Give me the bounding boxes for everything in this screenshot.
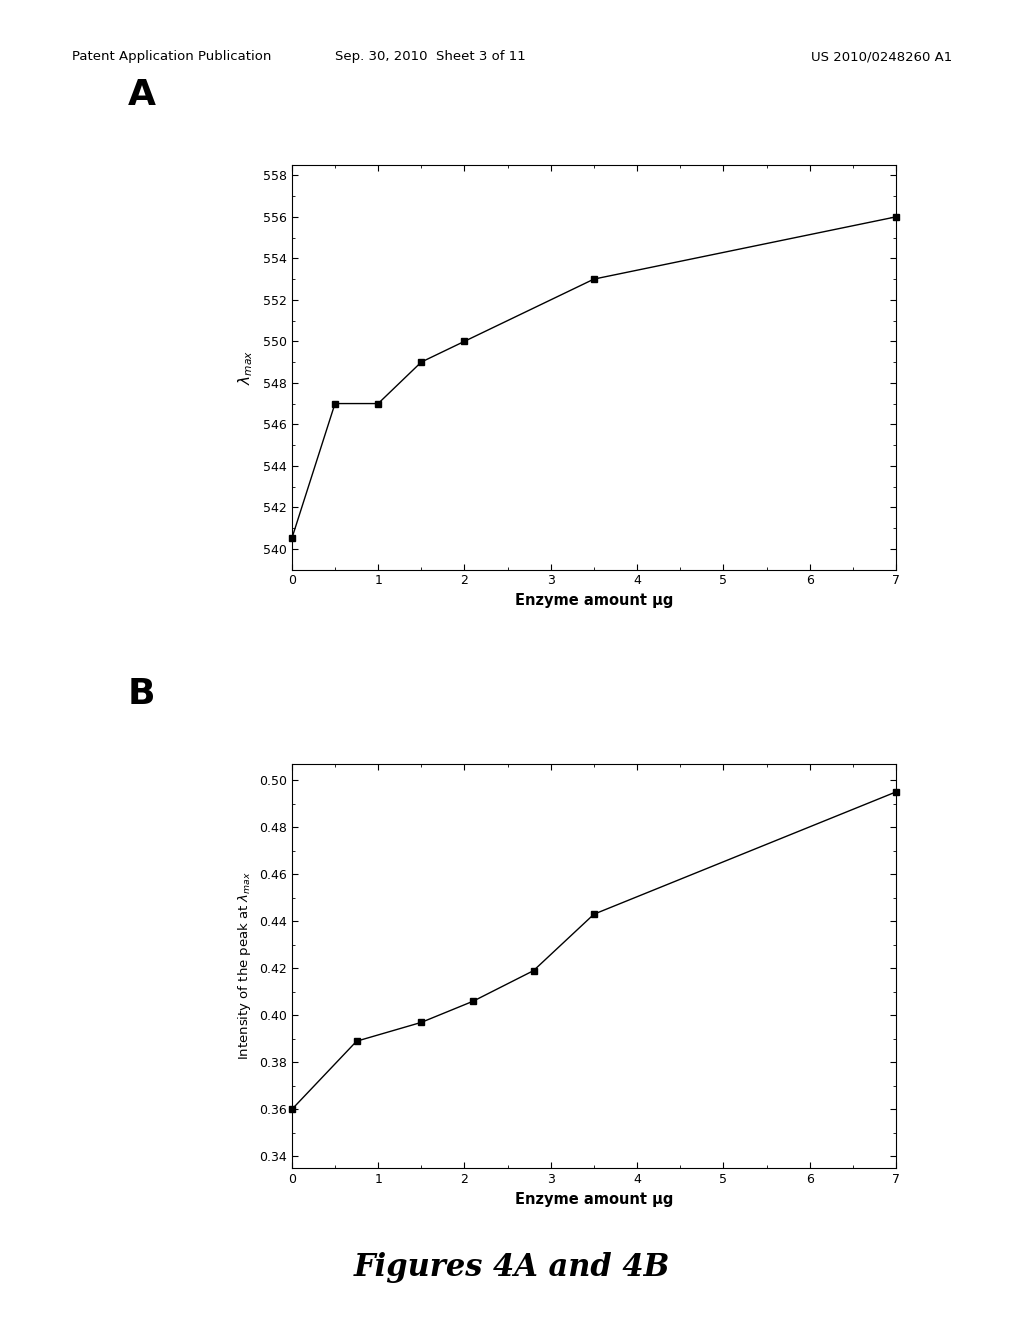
X-axis label: Enzyme amount μg: Enzyme amount μg [515, 593, 673, 609]
Text: Sep. 30, 2010  Sheet 3 of 11: Sep. 30, 2010 Sheet 3 of 11 [335, 50, 525, 63]
X-axis label: Enzyme amount μg: Enzyme amount μg [515, 1192, 673, 1206]
Text: A: A [128, 78, 156, 112]
Y-axis label: Intensity of the peak at $\lambda_{max}$: Intensity of the peak at $\lambda_{max}$ [237, 871, 253, 1060]
Text: Figures 4A and 4B: Figures 4A and 4B [354, 1251, 670, 1283]
Text: B: B [128, 677, 156, 711]
Text: US 2010/0248260 A1: US 2010/0248260 A1 [811, 50, 952, 63]
Y-axis label: $\lambda_{max}$: $\lambda_{max}$ [236, 350, 255, 384]
Text: Patent Application Publication: Patent Application Publication [72, 50, 271, 63]
